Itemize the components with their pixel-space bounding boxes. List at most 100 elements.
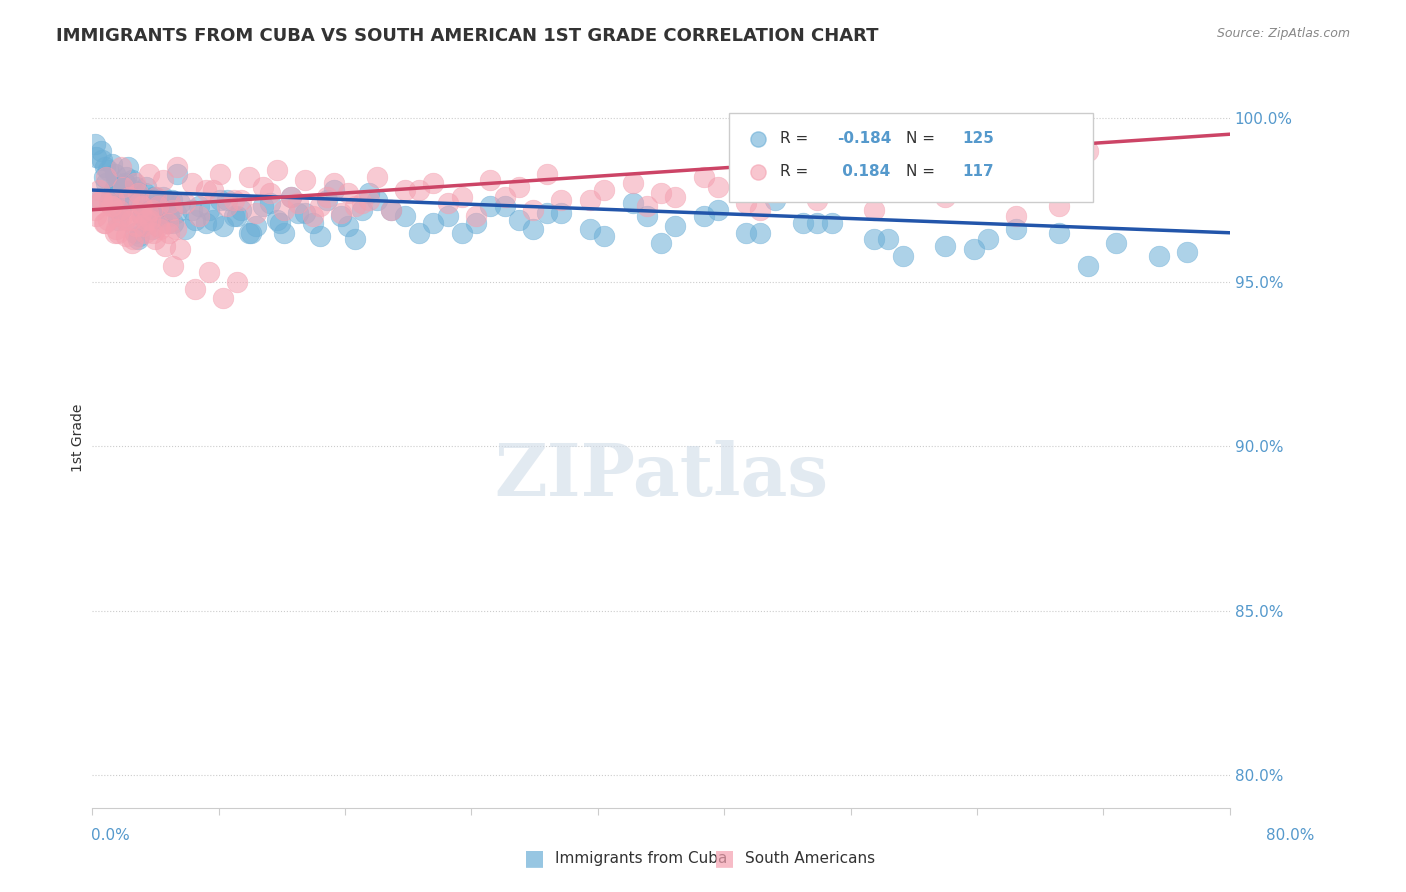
- Point: [550, 193, 572, 207]
- Point: [877, 232, 900, 246]
- Text: South Americans: South Americans: [745, 851, 876, 865]
- Point: [187, 199, 209, 213]
- Text: R =: R =: [780, 131, 814, 146]
- Point: [142, 226, 165, 240]
- Point: [287, 206, 309, 220]
- Point: [259, 196, 281, 211]
- Point: [226, 275, 249, 289]
- Point: [245, 219, 267, 234]
- Point: [1076, 259, 1098, 273]
- Point: [166, 167, 188, 181]
- Point: [131, 210, 153, 224]
- Point: [422, 216, 444, 230]
- Point: [128, 229, 150, 244]
- Point: [522, 202, 544, 217]
- Point: [120, 212, 142, 227]
- Point: [508, 212, 530, 227]
- Text: 125: 125: [962, 131, 994, 146]
- Point: [111, 183, 134, 197]
- Point: [664, 189, 686, 203]
- Point: [138, 167, 160, 181]
- Point: [138, 216, 160, 230]
- Point: [763, 193, 786, 207]
- Point: [1005, 210, 1028, 224]
- Point: [212, 219, 235, 234]
- Point: [180, 177, 202, 191]
- Point: [153, 193, 176, 207]
- Point: [127, 232, 149, 246]
- Point: [103, 193, 125, 207]
- Point: [621, 177, 644, 191]
- Point: [280, 189, 302, 203]
- Point: [120, 193, 142, 207]
- Point: [636, 210, 658, 224]
- Point: [202, 212, 225, 227]
- Point: [136, 212, 159, 227]
- Point: [148, 206, 170, 220]
- Point: [266, 163, 288, 178]
- Point: [330, 210, 353, 224]
- Text: IMMIGRANTS FROM CUBA VS SOUTH AMERICAN 1ST GRADE CORRELATION CHART: IMMIGRANTS FROM CUBA VS SOUTH AMERICAN 1…: [56, 27, 879, 45]
- Text: 0.0%: 0.0%: [91, 828, 131, 843]
- Point: [344, 232, 367, 246]
- Point: [735, 226, 758, 240]
- Point: [86, 150, 108, 164]
- Point: [108, 202, 131, 217]
- Point: [129, 206, 152, 220]
- Point: [145, 199, 167, 213]
- Point: [152, 189, 174, 203]
- Point: [259, 186, 281, 201]
- Point: [792, 216, 814, 230]
- Point: [183, 212, 205, 227]
- Point: [1147, 249, 1170, 263]
- Point: [143, 232, 166, 246]
- Point: [217, 193, 239, 207]
- Point: [877, 177, 900, 191]
- Point: [112, 179, 135, 194]
- FancyBboxPatch shape: [730, 113, 1094, 202]
- Point: [209, 193, 232, 207]
- Point: [707, 179, 730, 194]
- Point: [408, 183, 430, 197]
- Point: [127, 186, 149, 201]
- Point: [103, 183, 125, 197]
- Text: 80.0%: 80.0%: [1267, 828, 1315, 843]
- Point: [394, 210, 416, 224]
- Point: [934, 239, 956, 253]
- Point: [118, 189, 141, 203]
- Point: [141, 222, 163, 236]
- Point: [121, 235, 143, 250]
- Point: [380, 202, 402, 217]
- Point: [1047, 199, 1070, 213]
- Point: [650, 186, 672, 201]
- Point: [129, 196, 152, 211]
- Point: [91, 153, 114, 168]
- Point: [117, 210, 139, 224]
- Point: [366, 169, 388, 184]
- Point: [217, 199, 239, 213]
- Point: [280, 189, 302, 203]
- Point: [479, 199, 502, 213]
- Point: [169, 242, 191, 256]
- Point: [735, 196, 758, 211]
- Point: [1047, 226, 1070, 240]
- Point: [522, 222, 544, 236]
- Point: [146, 199, 169, 213]
- Point: [141, 202, 163, 217]
- Point: [536, 206, 558, 220]
- Point: [1005, 222, 1028, 236]
- Point: [122, 183, 145, 197]
- Point: [96, 169, 118, 184]
- Point: [105, 177, 128, 191]
- Point: [142, 189, 165, 203]
- Point: [156, 216, 179, 230]
- Point: [226, 210, 249, 224]
- Point: [100, 199, 122, 213]
- Point: [117, 160, 139, 174]
- Point: [579, 222, 602, 236]
- Point: [166, 160, 188, 174]
- Point: [84, 137, 107, 152]
- Point: [134, 186, 156, 201]
- Point: [408, 226, 430, 240]
- Point: [159, 196, 181, 211]
